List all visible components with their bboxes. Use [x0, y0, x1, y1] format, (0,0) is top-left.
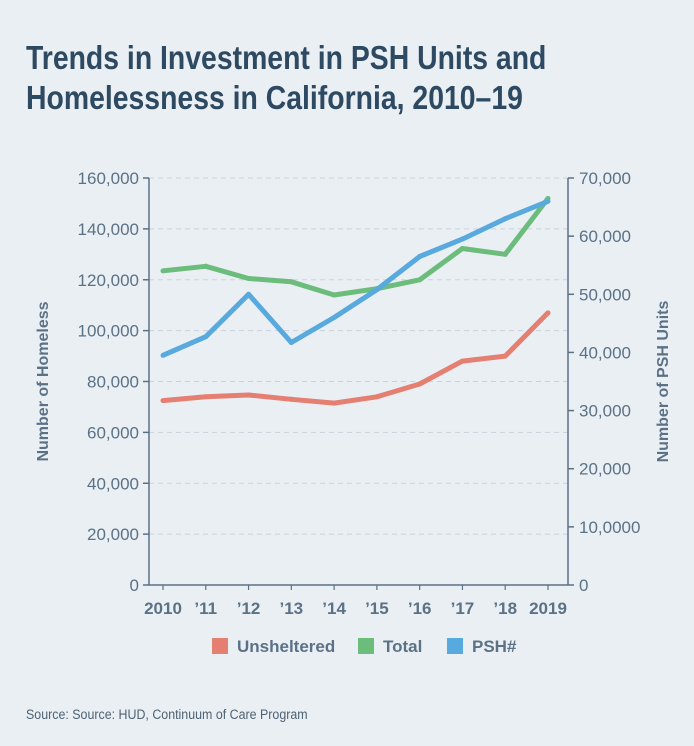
- data-point-psh: [331, 315, 337, 321]
- chart-title-line-1: Trends in Investment in PSH Units and: [26, 39, 547, 76]
- data-point-unsheltered: [502, 353, 508, 359]
- data-point-unsheltered: [160, 398, 166, 404]
- y-left-tick-label: 160,000: [78, 169, 139, 188]
- y-right-axis-title: Number of PSH Units: [655, 301, 672, 463]
- data-point-unsheltered: [374, 394, 380, 400]
- x-tick-label: ’14: [322, 599, 346, 618]
- chart-title: Trends in Investment in PSH Units and Ho…: [26, 38, 576, 118]
- data-point-psh: [160, 352, 166, 358]
- data-point-psh: [502, 216, 508, 222]
- data-point-psh: [545, 198, 551, 204]
- data-point-psh: [417, 253, 423, 259]
- y-right-tick-label: 20,000: [579, 460, 631, 479]
- y-right-tick-label: 60,000: [579, 227, 631, 246]
- data-point-total: [288, 279, 294, 285]
- y-right-tick-label: 10,0000: [579, 518, 640, 537]
- x-tick-label: ’18: [493, 599, 517, 618]
- data-point-total: [203, 263, 209, 269]
- x-tick-label: ’13: [280, 599, 304, 618]
- legend-label-total: Total: [383, 637, 422, 656]
- data-point-total: [246, 275, 252, 281]
- y-left-tick-label: 120,000: [78, 271, 139, 290]
- y-right-tick-label: 40,000: [579, 343, 631, 362]
- x-tick-label: ’16: [408, 599, 432, 618]
- data-point-unsheltered: [417, 381, 423, 387]
- y-right-tick-label: 50,000: [579, 285, 631, 304]
- series-line-psh: [162, 198, 549, 358]
- legend-swatch-unsheltered: [212, 638, 228, 654]
- x-tick-label: ’11: [194, 599, 217, 618]
- data-point-total: [331, 292, 337, 298]
- series-line-total: [162, 196, 550, 298]
- data-point-psh: [374, 287, 380, 293]
- data-point-unsheltered: [545, 310, 551, 316]
- y-right-tick-label: 30,000: [579, 402, 631, 421]
- x-tick-label: ’17: [451, 599, 475, 618]
- data-point-total: [459, 245, 465, 251]
- data-point-total: [160, 268, 166, 274]
- series-line-unsheltered: [162, 311, 550, 406]
- data-point-total: [417, 277, 423, 283]
- y-left-tick-label: 100,000: [78, 322, 139, 341]
- y-right-tick-label: 0: [579, 576, 588, 595]
- chart-title-line-2: Homelessness in California, 2010–19: [26, 79, 523, 116]
- y-left-axis-title: Number of Homeless: [35, 301, 52, 461]
- legend-label-unsheltered: Unsheltered: [237, 637, 335, 656]
- source-note: Source: Source: HUD, Continuum of Care P…: [26, 707, 308, 722]
- legend-swatch-psh: [447, 638, 463, 654]
- y-left-tick-label: 140,000: [78, 220, 139, 239]
- y-left-tick-label: 40,000: [87, 474, 139, 493]
- y-left-tick-label: 0: [130, 576, 139, 595]
- y-left-tick-label: 20,000: [87, 525, 139, 544]
- data-point-psh: [203, 334, 209, 340]
- y-left-tick-label: 60,000: [87, 423, 139, 442]
- data-point-psh: [459, 236, 465, 242]
- data-point-unsheltered: [331, 400, 337, 406]
- x-tick-label: 2019: [529, 599, 567, 618]
- y-right-tick-label: 70,000: [579, 169, 631, 188]
- x-tick-label: ’12: [237, 599, 261, 618]
- data-point-psh: [246, 291, 252, 297]
- data-point-unsheltered: [246, 392, 252, 398]
- x-tick-label: ’15: [365, 599, 389, 618]
- data-point-unsheltered: [288, 396, 294, 402]
- x-tick-label: 2010: [144, 599, 182, 618]
- legend-swatch-total: [358, 638, 374, 654]
- data-point-unsheltered: [203, 394, 209, 400]
- data-point-unsheltered: [459, 358, 465, 364]
- data-point-psh: [288, 340, 294, 346]
- legend-label-psh: PSH#: [472, 637, 517, 656]
- y-left-tick-label: 80,000: [87, 373, 139, 392]
- data-point-total: [502, 251, 508, 257]
